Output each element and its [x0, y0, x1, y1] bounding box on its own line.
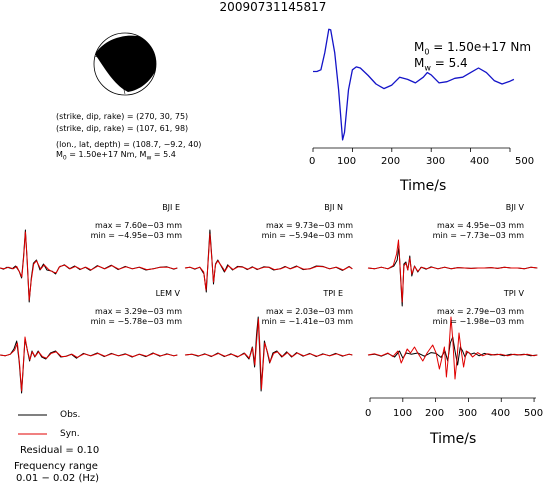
bb-param-3: (lon., lat, depth) = (108.7, −9.2, 40)	[56, 140, 202, 149]
waveform-panels	[0, 229, 538, 394]
panel-min-label: min = −5.94e−03 mm	[261, 231, 353, 240]
synthetic-waveform	[0, 231, 178, 301]
residual-label: Residual = 0.10	[20, 445, 100, 456]
stf-series-line	[313, 28, 515, 141]
synthetic-waveform	[184, 233, 353, 291]
panel-station-label: BJI E	[162, 203, 180, 212]
frequency-range-title: Frequency range	[14, 461, 98, 472]
stf-magnitude-label: Mw = 5.4	[414, 56, 468, 73]
panel-station-label: TPI V	[503, 289, 524, 298]
panel-station-label: TPI E	[323, 289, 343, 298]
wave-tick: 100	[393, 408, 413, 419]
wave-tick: 500	[524, 408, 544, 419]
panel-max-label: max = 3.29e−03 mm	[95, 307, 182, 316]
bb-moment: M0 = 1.50e+17 Nm, Mw = 5.4	[56, 150, 176, 162]
wave-tick: 300	[458, 408, 478, 419]
stf-tick: 200	[381, 156, 401, 167]
stf-moment-label: M0 = 1.50e+17 Nm	[414, 40, 532, 57]
panel-max-label: max = 2.79e−03 mm	[437, 307, 524, 316]
legend-lines	[18, 414, 47, 435]
stf-plot	[312, 28, 515, 152]
panel-station-label: BJI N	[324, 203, 343, 212]
beachball-icon	[93, 32, 157, 96]
event-id: 20090731145817	[219, 0, 327, 14]
event-title: 20090731145817	[0, 0, 546, 14]
stf-tick: 100	[337, 156, 357, 167]
panel-station-label: LEM V	[155, 289, 180, 298]
stf-xlabel: Time/s	[400, 178, 447, 194]
stf-tick: 500	[515, 156, 535, 167]
syn-legend-label: Syn.	[60, 429, 80, 439]
panel-min-label: min = −7.73e−03 mm	[432, 231, 524, 240]
stf-tick: 300	[426, 156, 446, 167]
panel-max-label: max = 2.03e−03 mm	[266, 307, 353, 316]
panel-min-label: min = −1.98e−03 mm	[432, 317, 524, 326]
synthetic-waveform	[184, 318, 353, 390]
panel-min-label: min = −5.78e−03 mm	[90, 317, 182, 326]
panel-max-label: max = 4.95e−03 mm	[437, 221, 524, 230]
obs-legend-label: Obs.	[60, 410, 81, 420]
panel-station-label: BJI V	[505, 203, 524, 212]
wave-xlabel: Time/s	[430, 431, 477, 447]
waveform-xaxis	[369, 397, 536, 402]
frequency-range-value: 0.01 − 0.02 (Hz)	[16, 473, 100, 484]
wave-tick: 200	[425, 408, 445, 419]
synthetic-waveform	[0, 336, 178, 392]
synthetic-waveform	[367, 239, 538, 303]
synthetic-waveform	[367, 316, 538, 380]
bb-param-2: (strike, dip, rake) = (107, 61, 98)	[56, 124, 189, 133]
panel-max-label: max = 7.60e−03 mm	[95, 221, 182, 230]
observed-waveform	[184, 316, 353, 392]
wave-tick: 0	[365, 408, 372, 419]
wave-tick: 400	[491, 408, 511, 419]
panel-max-label: max = 9.73e−03 mm	[266, 221, 353, 230]
panel-min-label: min = −4.95e−03 mm	[90, 231, 182, 240]
stf-tick: 400	[470, 156, 490, 167]
stf-tick: 0	[309, 156, 316, 167]
bb-param-1: (strike, dip, rake) = (270, 30, 75)	[56, 112, 189, 121]
panel-min-label: min = −1.41e−03 mm	[261, 317, 353, 326]
